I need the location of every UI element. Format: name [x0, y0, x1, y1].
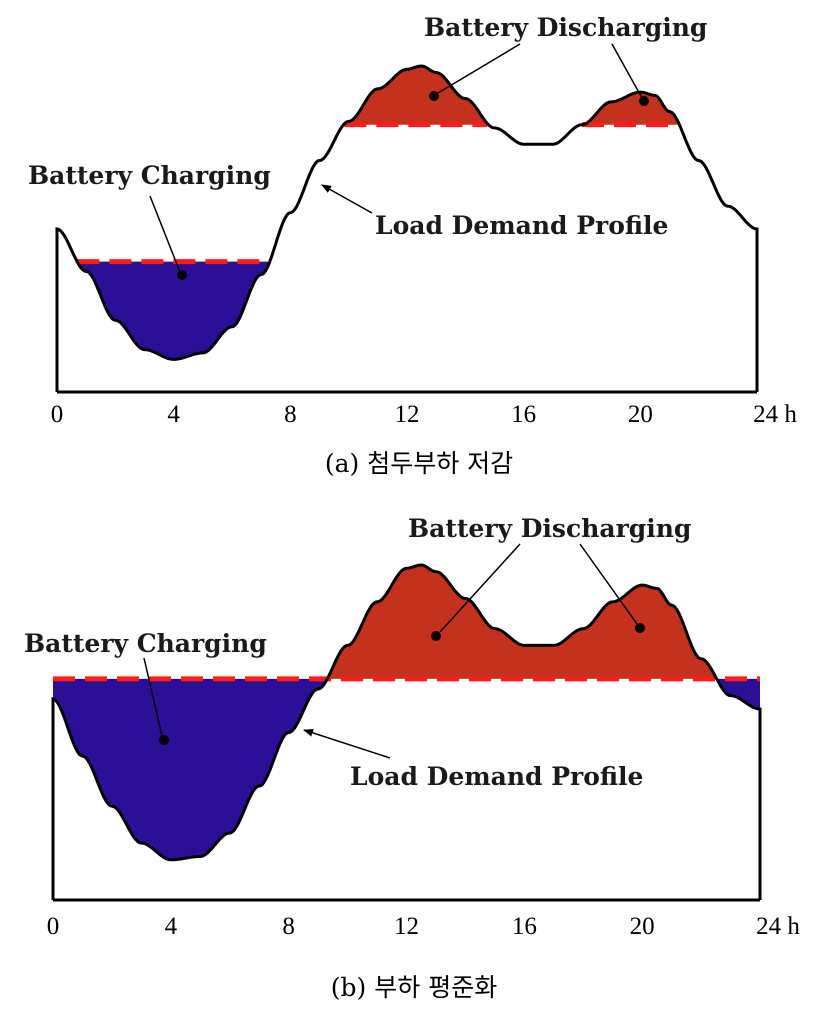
discharging-pointer-b2	[579, 543, 638, 625]
x-tick-label-b-12: 12	[394, 913, 419, 940]
discharging-pointer-b1	[439, 543, 521, 633]
x-tick-label-a-20: 20	[628, 401, 653, 428]
x-tick-label-b-24: 24 h	[756, 913, 800, 940]
x-tick-label-b-16: 16	[512, 913, 537, 940]
profile-pointer-a	[321, 184, 373, 214]
charging-label-a: Battery Charging	[28, 161, 271, 190]
x-tick-label-b-20: 20	[630, 913, 655, 940]
charging-pointer-b	[143, 657, 163, 737]
x-ticks-a: 0 4 8 12 16 20 24 h	[51, 401, 798, 428]
discharging-marker-a2	[639, 96, 649, 106]
caption-a: (a) 첨두부하 저감	[325, 449, 513, 478]
chart-panel-b: 0 4 8 12 16 20 24 h Battery Charging Battery D…	[24, 514, 800, 1002]
discharging-pointer-a2	[611, 43, 643, 99]
x-tick-label-b-4: 4	[165, 913, 178, 940]
discharging-area-a	[344, 66, 679, 125]
charging-area-b	[53, 678, 760, 860]
discharging-pointer-a1	[437, 43, 521, 94]
x-tick-label-a-4: 4	[167, 401, 180, 428]
profile-pointer-b	[303, 728, 391, 759]
charging-pointer-a	[149, 195, 181, 273]
caption-b: (b) 부하 평준화	[331, 973, 497, 1002]
x-tick-label-a-12: 12	[395, 401, 420, 428]
discharging-marker-b1	[431, 631, 441, 641]
load-demand-profile-a	[55, 64, 759, 392]
x-tick-label-b-8: 8	[282, 913, 295, 940]
load-demand-profile-b	[51, 563, 762, 900]
x-tick-label-a-8: 8	[284, 401, 297, 428]
chart-panel-a: 0 4 8 12 16 20 24 h Battery Charging Battery D…	[28, 13, 797, 478]
profile-label-b: Load Demand Profile	[350, 762, 643, 791]
discharging-marker-b2	[635, 623, 645, 633]
discharging-area-b	[328, 565, 716, 679]
charging-label-b: Battery Charging	[24, 629, 267, 658]
x-tick-label-a-0: 0	[51, 401, 64, 428]
x-tick-label-a-16: 16	[511, 401, 536, 428]
x-ticks-b: 0 4 8 12 16 20 24 h	[47, 913, 801, 940]
discharging-marker-a1	[429, 91, 439, 101]
discharging-label-b: Battery Discharging	[408, 514, 691, 543]
charging-marker-b	[159, 735, 169, 745]
charging-marker-a	[177, 270, 187, 280]
discharging-label-a: Battery Discharging	[424, 13, 707, 42]
x-tick-label-b-0: 0	[47, 913, 60, 940]
profile-label-a: Load Demand Profile	[375, 211, 668, 240]
x-tick-label-a-24: 24 h	[753, 401, 797, 428]
